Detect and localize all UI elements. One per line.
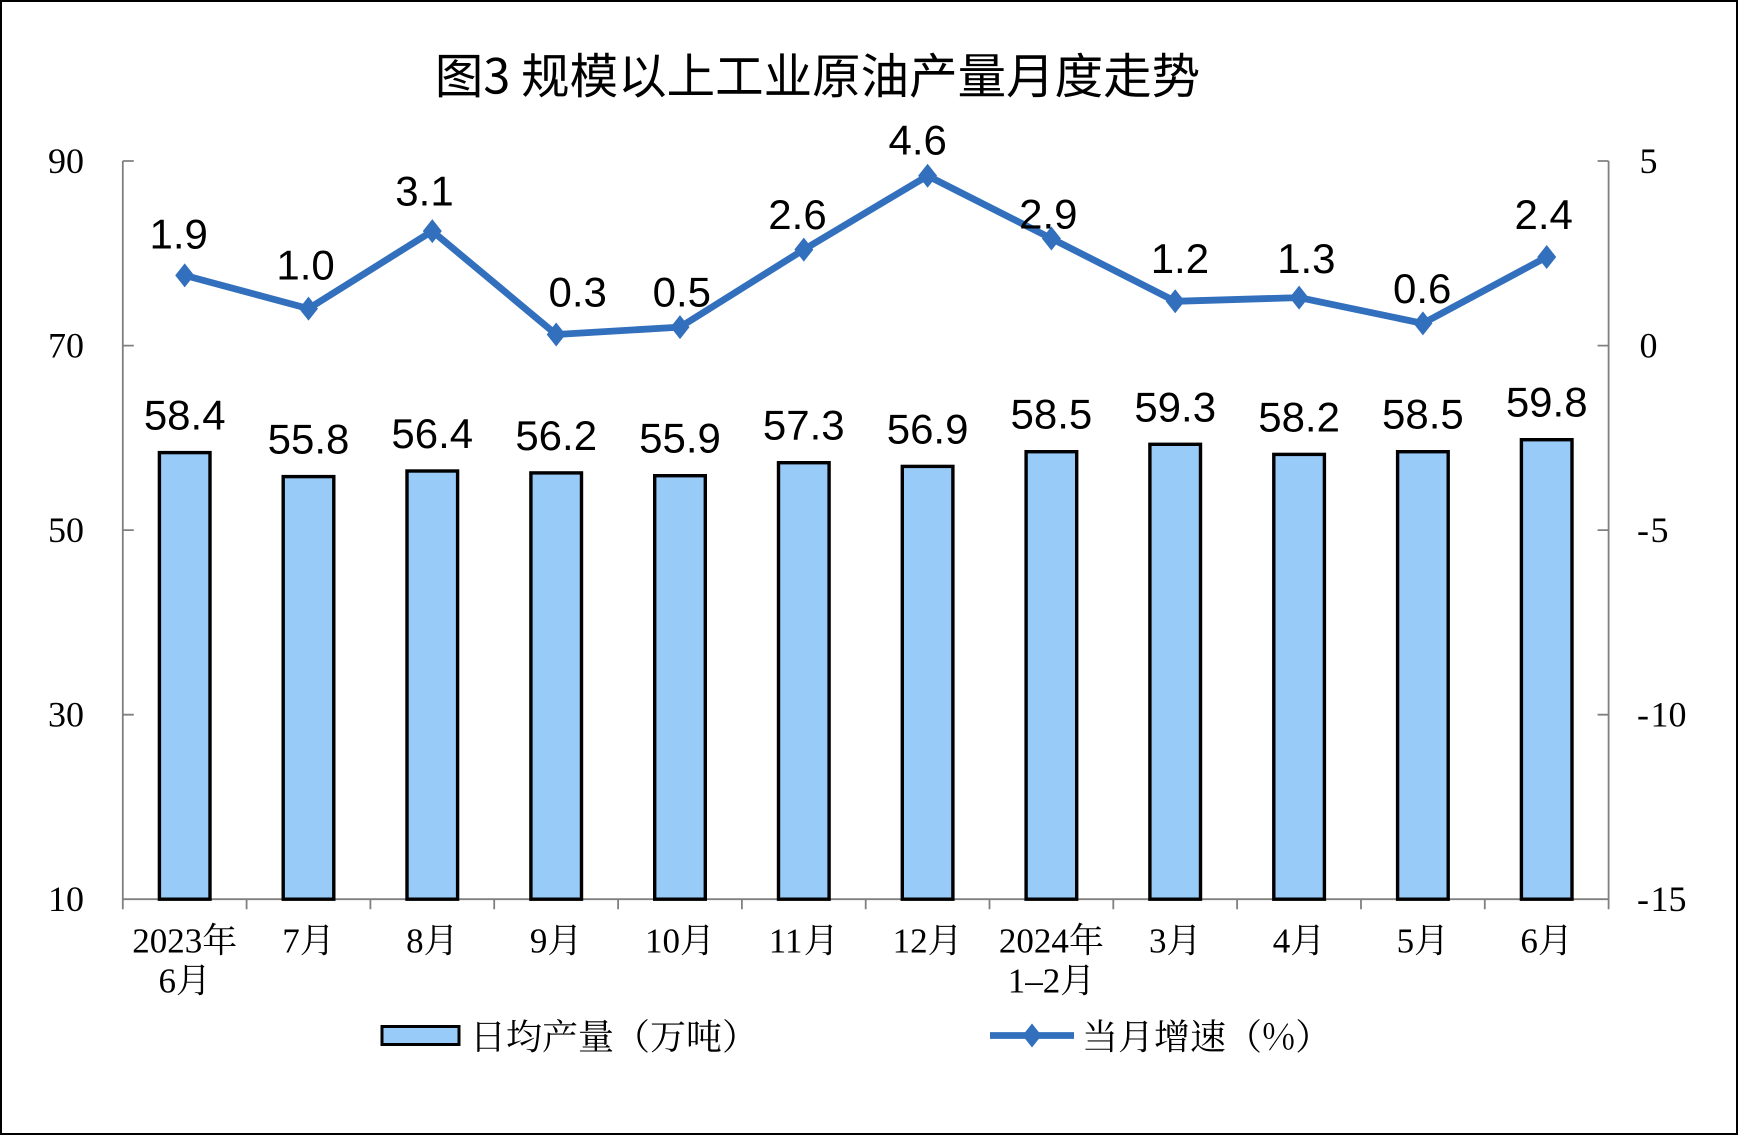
svg-text:58.5: 58.5 — [1011, 391, 1093, 438]
svg-text:1.9: 1.9 — [150, 211, 208, 258]
svg-text:5: 5 — [1651, 510, 1669, 550]
svg-text:1.0: 1.0 — [276, 242, 334, 289]
svg-text:2.9: 2.9 — [1019, 191, 1077, 238]
svg-text:0.3: 0.3 — [549, 268, 607, 315]
svg-text:90: 90 — [48, 141, 84, 181]
svg-text:2.6: 2.6 — [768, 191, 826, 238]
svg-text:10: 10 — [48, 879, 84, 919]
svg-text:1.3: 1.3 — [1277, 235, 1335, 282]
svg-text:11: 11 — [769, 922, 803, 961]
svg-text:3.1: 3.1 — [395, 167, 453, 214]
svg-text:59.3: 59.3 — [1134, 383, 1216, 430]
svg-text:56.2: 56.2 — [515, 412, 597, 459]
svg-text:30: 30 — [48, 695, 84, 735]
svg-text:12: 12 — [893, 922, 928, 961]
svg-text:0.6: 0.6 — [1393, 265, 1451, 312]
svg-text:1–2: 1–2 — [1008, 962, 1060, 1001]
svg-text:2024: 2024 — [999, 922, 1069, 961]
svg-text:57.3: 57.3 — [763, 402, 845, 449]
svg-text:6: 6 — [1520, 922, 1538, 961]
svg-text:9: 9 — [530, 922, 548, 961]
svg-text:7: 7 — [282, 922, 300, 961]
svg-text:10: 10 — [1651, 695, 1687, 735]
svg-text:-: - — [1637, 695, 1649, 735]
svg-text:55.9: 55.9 — [639, 415, 721, 462]
svg-text:56.4: 56.4 — [391, 410, 473, 457]
svg-text:58.4: 58.4 — [144, 392, 226, 439]
svg-text:5: 5 — [1640, 141, 1658, 181]
svg-text:55.8: 55.8 — [268, 416, 350, 463]
svg-text:4.6: 4.6 — [889, 117, 947, 164]
svg-text:56.9: 56.9 — [887, 405, 969, 452]
svg-text:70: 70 — [48, 325, 84, 365]
svg-text:0: 0 — [1640, 325, 1658, 365]
svg-text:6: 6 — [159, 962, 177, 1001]
svg-text:58.5: 58.5 — [1382, 391, 1464, 438]
svg-text:4: 4 — [1273, 922, 1291, 961]
svg-text:2.4: 2.4 — [1515, 191, 1573, 238]
svg-text:10: 10 — [645, 922, 680, 961]
svg-text:-: - — [1637, 510, 1649, 550]
svg-text:58.2: 58.2 — [1258, 393, 1340, 440]
svg-text:0.5: 0.5 — [653, 268, 711, 315]
svg-text:50: 50 — [48, 510, 84, 550]
svg-text:-: - — [1637, 879, 1649, 919]
svg-text:8: 8 — [406, 922, 424, 961]
svg-text:3: 3 — [1149, 922, 1167, 961]
svg-text:59.8: 59.8 — [1506, 379, 1588, 426]
svg-text:15: 15 — [1651, 879, 1687, 919]
svg-text:2023: 2023 — [132, 922, 202, 961]
svg-text:5: 5 — [1397, 922, 1415, 961]
svg-text:1.2: 1.2 — [1151, 235, 1209, 282]
